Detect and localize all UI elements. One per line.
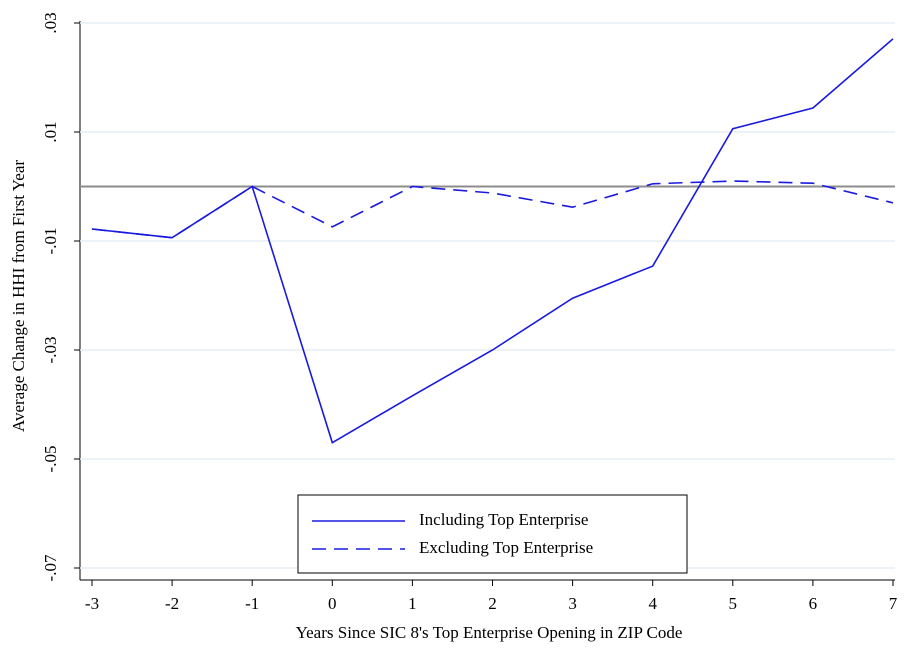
y-tick-label: .01 — [41, 121, 60, 142]
x-axis-title: Years Since SIC 8's Top Enterprise Openi… — [296, 623, 683, 642]
x-tick-label: 5 — [729, 594, 738, 613]
x-tick-label: 1 — [408, 594, 417, 613]
y-tick-label: -.01 — [41, 228, 60, 255]
y-tick-label: -.05 — [41, 446, 60, 473]
x-tick-label: -1 — [245, 594, 259, 613]
x-tick-label: 3 — [568, 594, 577, 613]
x-tick-label: 6 — [809, 594, 818, 613]
x-tick-label: 7 — [889, 594, 898, 613]
y-tick-label: .03 — [41, 12, 60, 33]
legend-box — [297, 494, 688, 574]
legend-label: Excluding Top Enterprise — [419, 538, 593, 557]
x-tick-label: 2 — [488, 594, 497, 613]
y-axis-title: Average Change in HHI from First Year — [9, 160, 28, 432]
x-tick-label: -2 — [165, 594, 179, 613]
y-tick-label: -.03 — [41, 337, 60, 364]
legend-label: Including Top Enterprise — [419, 510, 588, 529]
x-tick-label: -3 — [85, 594, 99, 613]
y-tick-label: -.07 — [41, 554, 60, 581]
x-tick-label: 4 — [648, 594, 657, 613]
series-line — [91, 180, 894, 239]
x-tick-label: 0 — [328, 594, 337, 613]
